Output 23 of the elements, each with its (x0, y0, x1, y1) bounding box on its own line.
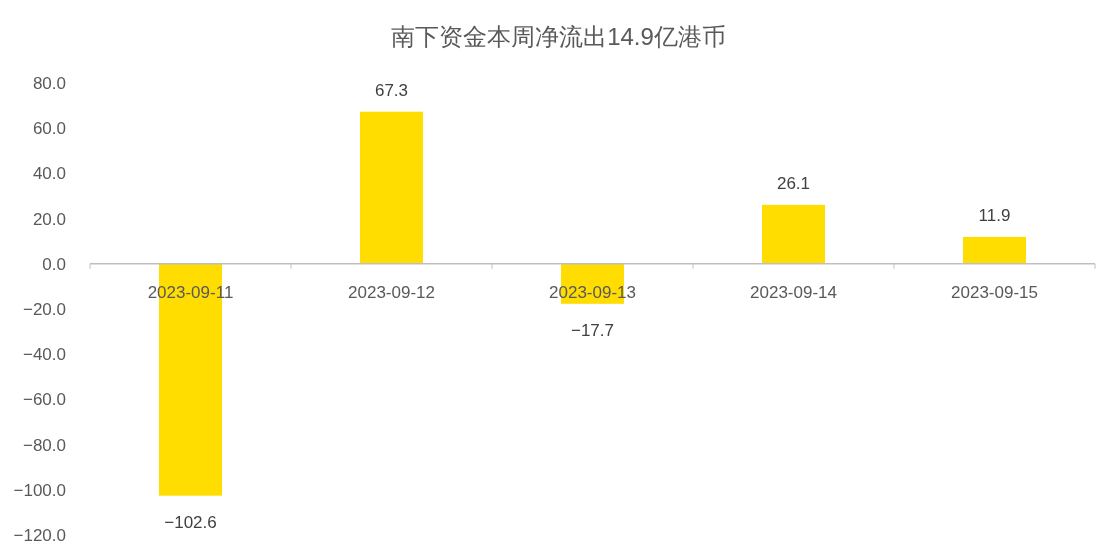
y-tick-label: −100.0 (13, 480, 66, 500)
y-tick-label: −40.0 (22, 345, 66, 365)
data-label: 26.1 (776, 173, 811, 193)
y-tick-label: 80.0 (32, 74, 66, 93)
y-tick-label: −120.0 (13, 526, 66, 545)
y-tick-label: 0.0 (42, 254, 66, 274)
x-tick-label: 2023-09-12 (348, 282, 435, 302)
data-label: 67.3 (374, 80, 409, 100)
y-tick-label: 20.0 (32, 209, 66, 229)
y-tick-label: −60.0 (22, 390, 66, 410)
x-tick-label: 2023-09-15 (951, 282, 1038, 302)
bar (963, 236, 1026, 264)
data-label: 11.9 (978, 205, 1011, 225)
data-label: −102.6 (164, 512, 217, 532)
y-tick-label: 40.0 (32, 164, 66, 184)
bar (360, 111, 423, 264)
x-tick-label: 2023-09-14 (750, 282, 837, 302)
data-label: −17.7 (570, 320, 615, 340)
chart-title: 南下资金本周净流出14.9亿港币 (391, 23, 726, 50)
y-tick-label: 60.0 (32, 119, 66, 139)
y-tick-label: −20.0 (22, 300, 66, 319)
y-tick-label: −80.0 (22, 435, 66, 455)
bar (762, 204, 825, 264)
